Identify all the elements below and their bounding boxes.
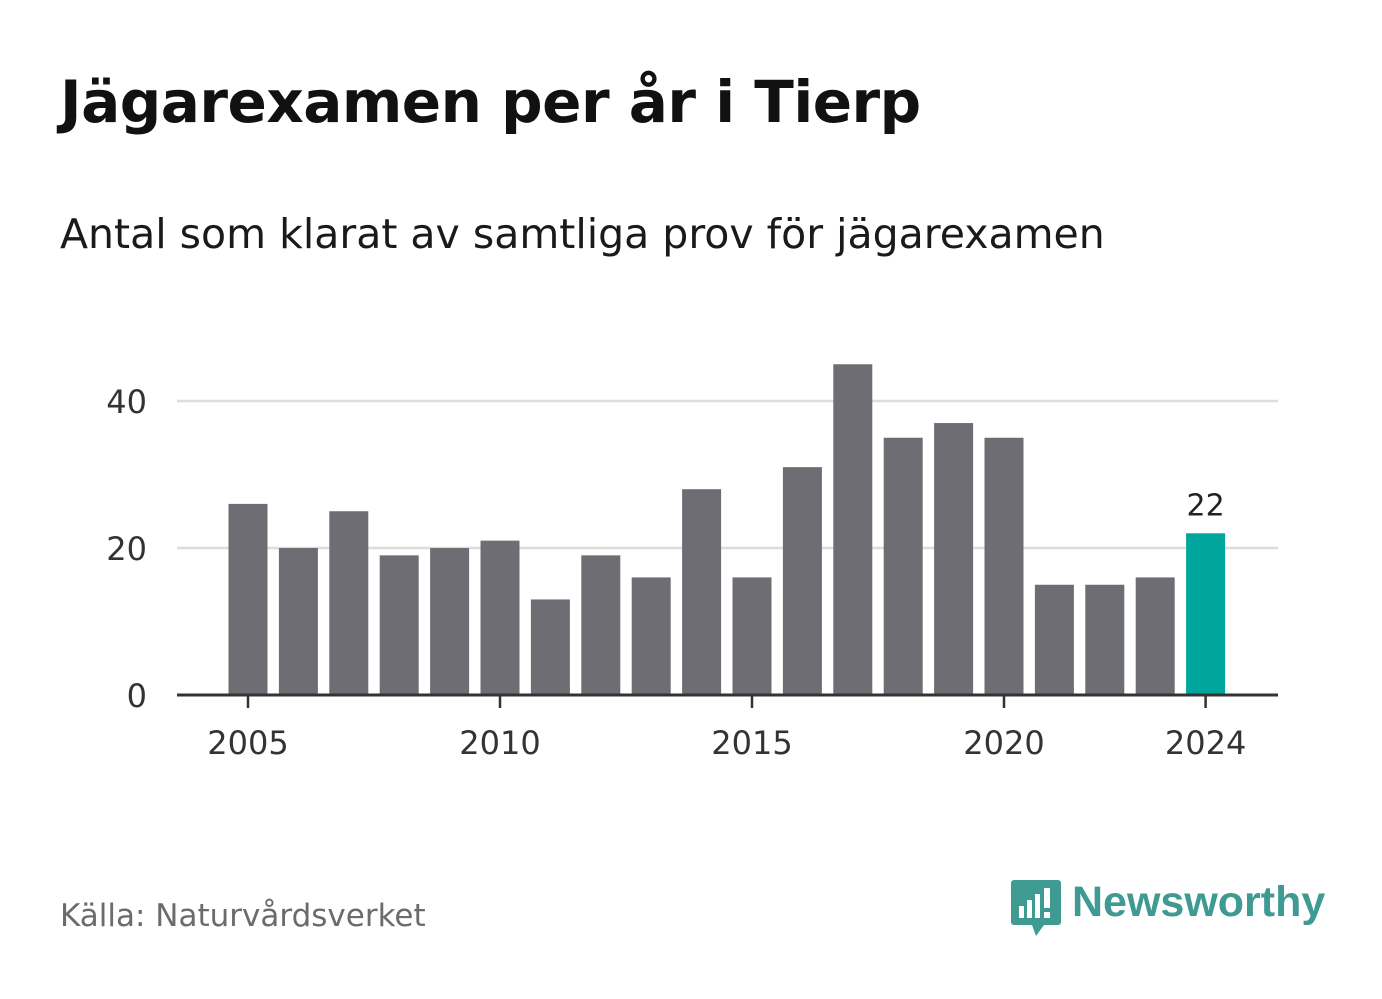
bar bbox=[631, 577, 671, 695]
x-tick-label: 2010 bbox=[459, 724, 540, 762]
bar bbox=[581, 555, 621, 695]
x-tick-label: 2020 bbox=[963, 724, 1044, 762]
bar bbox=[1085, 584, 1125, 695]
chart-title: Jägarexamen per år i Tierp bbox=[60, 68, 921, 136]
bar bbox=[530, 599, 570, 695]
bar bbox=[1034, 584, 1074, 695]
chart-subtitle: Antal som klarat av samtliga prov för jä… bbox=[60, 210, 1105, 258]
y-tick-label: 0 bbox=[127, 677, 147, 715]
bar bbox=[782, 467, 822, 695]
bar bbox=[480, 540, 520, 695]
source-note: Källa: Naturvårdsverket bbox=[60, 898, 426, 934]
brand-name: Newsworthy bbox=[1072, 878, 1326, 926]
bar bbox=[329, 511, 369, 695]
bar bbox=[278, 548, 318, 695]
y-tick-label: 20 bbox=[106, 530, 147, 568]
bar bbox=[682, 489, 722, 695]
newsworthy-logo: Newsworthy bbox=[1010, 878, 1325, 938]
bar bbox=[430, 548, 470, 695]
bar bbox=[984, 437, 1024, 695]
bar bbox=[833, 364, 873, 695]
bar-highlight bbox=[1186, 533, 1226, 695]
x-tick-label: 2005 bbox=[207, 724, 288, 762]
highlight-data-label: 22 bbox=[1187, 488, 1225, 523]
bar bbox=[883, 437, 923, 695]
bar bbox=[228, 503, 268, 695]
bar bbox=[934, 423, 974, 695]
bar bbox=[379, 555, 419, 695]
x-tick-label: 2024 bbox=[1165, 724, 1246, 762]
y-tick-label: 40 bbox=[106, 383, 147, 421]
bar bbox=[732, 577, 772, 695]
x-tick-label: 2015 bbox=[711, 724, 792, 762]
bar-chart-speech-bubble-icon bbox=[1011, 880, 1061, 936]
bar bbox=[1135, 577, 1175, 695]
